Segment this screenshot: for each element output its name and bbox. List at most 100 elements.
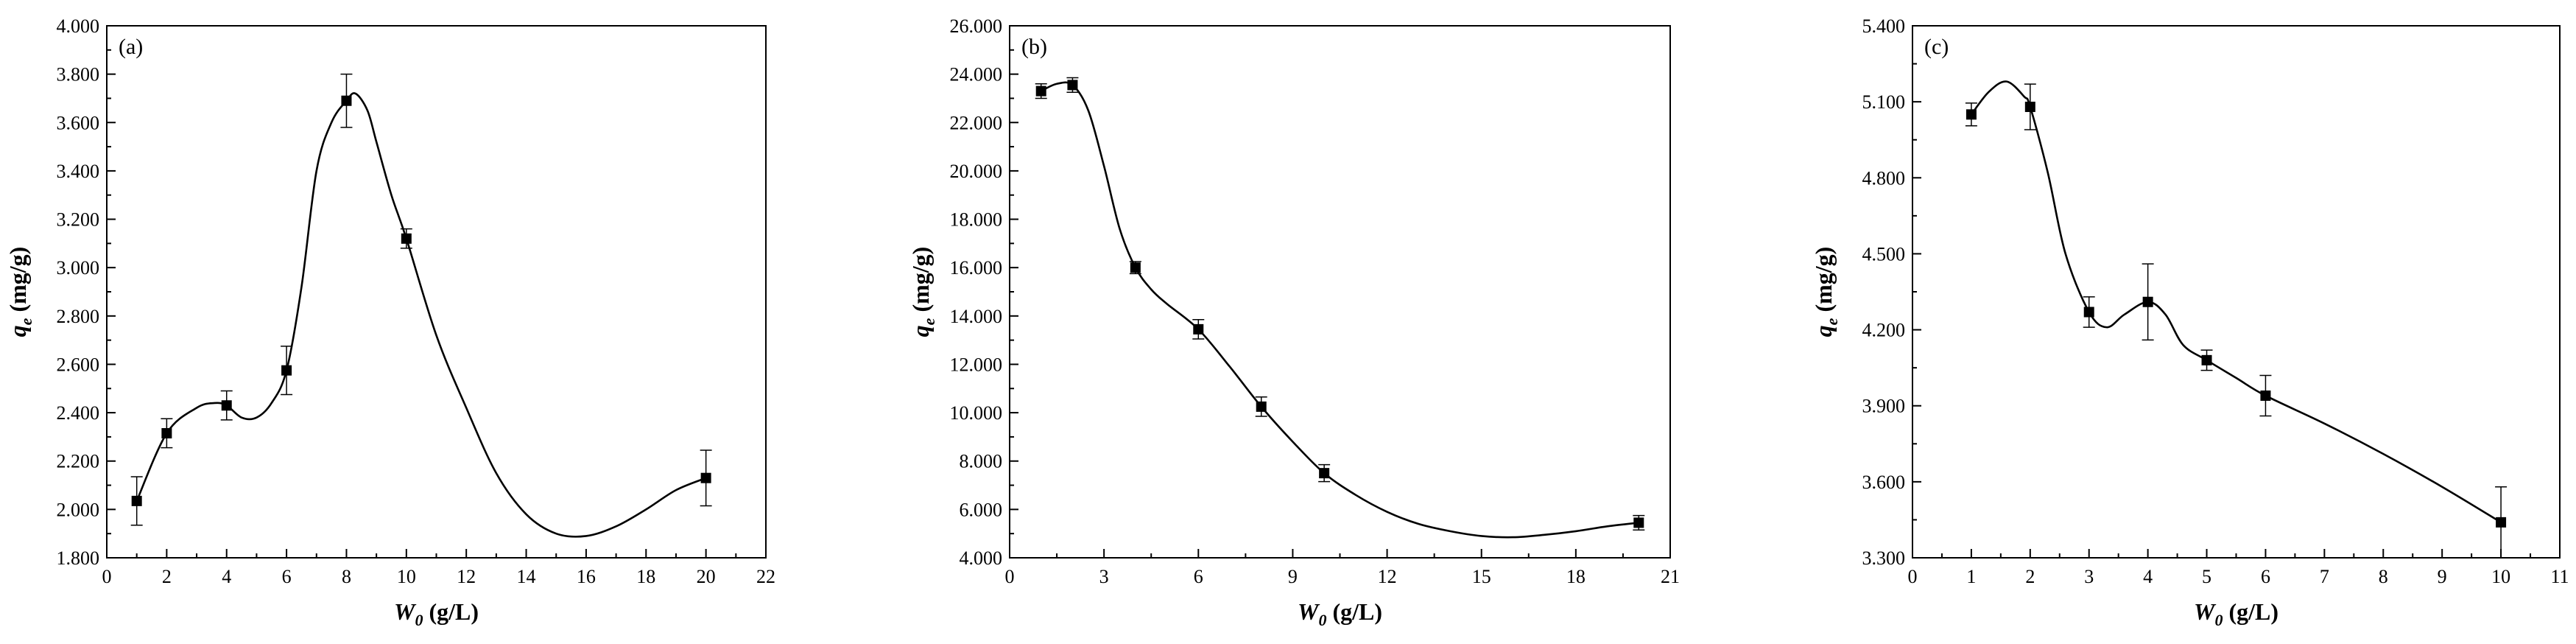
data-point xyxy=(1130,262,1141,273)
x-tick-label: 0 xyxy=(1005,566,1015,587)
y-tick-label: 26.000 xyxy=(950,15,1003,37)
y-tick-label: 6.000 xyxy=(960,499,1003,520)
plot-frame xyxy=(1912,25,2561,559)
x-tick-label: 6 xyxy=(2261,566,2270,587)
x-tick-label: 1 xyxy=(1966,566,1976,587)
y-tick-label: 3.900 xyxy=(1862,396,1906,417)
y-tick-label: 10.000 xyxy=(950,402,1003,424)
y-tick-label: 4.200 xyxy=(1862,320,1906,341)
data-point xyxy=(131,495,142,506)
x-tick-label: 10 xyxy=(397,566,416,587)
data-point xyxy=(2024,102,2035,113)
y-tick-label: 24.000 xyxy=(950,64,1003,85)
y-tick-label: 1.800 xyxy=(57,547,100,569)
y-tick-label: 4.800 xyxy=(1862,167,1906,189)
fit-curve xyxy=(1970,80,2502,523)
x-tick-label: 0 xyxy=(1908,566,1918,587)
data-point xyxy=(1633,517,1644,528)
x-tick-label: 4 xyxy=(222,566,231,587)
x-tick-label: 3 xyxy=(1099,566,1109,587)
x-tick-label: 21 xyxy=(1661,566,1680,587)
data-point xyxy=(1319,468,1330,479)
x-tick-label: 18 xyxy=(1566,566,1586,587)
panel-label: (c) xyxy=(1924,35,1949,59)
y-tick-label: 2.200 xyxy=(57,451,100,472)
x-tick-label: 15 xyxy=(1472,566,1491,587)
x-tick-label: 2 xyxy=(162,566,172,587)
fit-curve xyxy=(1041,81,1639,539)
x-tick-label: 8 xyxy=(342,566,351,587)
y-tick-label: 4.500 xyxy=(1862,243,1906,265)
y-tick-label: 16.000 xyxy=(950,257,1003,279)
data-point xyxy=(1193,323,1204,335)
fit-curve xyxy=(136,92,707,538)
data-point xyxy=(221,400,232,411)
data-point xyxy=(2260,390,2271,401)
panel-c: 0 1 2 3 4 5 6 7 8 9 10 11 3.300 3.600 3.900 4.200 4.500 4… xyxy=(1810,15,2569,629)
y-tick-label: 5.100 xyxy=(1862,91,1906,113)
y-tick-label: 3.600 xyxy=(1862,472,1906,493)
plot-frame xyxy=(1009,25,1671,559)
y-tick-label: 2.400 xyxy=(57,402,100,424)
data-point xyxy=(401,233,412,244)
plot-frame xyxy=(106,25,767,559)
x-tick-label: 7 xyxy=(2320,566,2329,587)
y-tick-label: 4.000 xyxy=(960,547,1003,569)
data-point xyxy=(1256,401,1267,412)
panel-label: (a) xyxy=(119,35,143,59)
data-point xyxy=(700,472,711,483)
x-tick-label: 5 xyxy=(2202,566,2211,587)
y-tick-label: 20.000 xyxy=(950,161,1003,182)
x-tick-label: 6 xyxy=(282,566,292,587)
x-tick-label: 20 xyxy=(697,566,716,587)
x-tick-label: 4 xyxy=(2143,566,2153,587)
data-point xyxy=(2496,517,2507,528)
x-axis-title: W0 (g/L) xyxy=(1298,598,1382,629)
y-tick-label: 3.600 xyxy=(57,112,100,133)
x-tick-label: 12 xyxy=(457,566,476,587)
y-tick-label: 22.000 xyxy=(950,112,1003,133)
x-tick-label: 10 xyxy=(2491,566,2510,587)
data-point xyxy=(1067,80,1078,91)
y-tick-label: 3.800 xyxy=(57,64,100,85)
y-tick-label: 2.800 xyxy=(57,306,100,327)
x-tick-label: 2 xyxy=(2025,566,2035,587)
x-tick-label: 11 xyxy=(2550,566,2569,587)
y-tick-label: 14.000 xyxy=(950,306,1003,327)
x-tick-label: 9 xyxy=(1288,566,1298,587)
y-tick-label: 2.000 xyxy=(57,499,100,520)
x-axis-title: W0 (g/L) xyxy=(2194,598,2278,629)
y-tick-label: 3.200 xyxy=(57,209,100,231)
x-tick-label: 16 xyxy=(577,566,596,587)
y-tick-label: 4.000 xyxy=(57,15,100,37)
panel-b: 0 3 6 9 12 15 18 21 4.000 6.000 8.000 10.000 12.000 1… xyxy=(907,15,1680,629)
x-tick-label: 14 xyxy=(517,566,536,587)
x-tick-label: 8 xyxy=(2379,566,2388,587)
data-point xyxy=(1035,85,1046,97)
y-axis-title: qe (mg/g) xyxy=(1810,247,1841,337)
x-axis-title: W0 (g/L) xyxy=(394,598,479,629)
data-point xyxy=(2201,354,2212,365)
data-point xyxy=(2142,296,2153,307)
x-tick-label: 18 xyxy=(636,566,655,587)
y-tick-label: 18.000 xyxy=(950,209,1003,231)
y-axis-title: qe (mg/g) xyxy=(907,247,938,337)
data-point xyxy=(1966,109,1977,120)
x-tick-label: 6 xyxy=(1194,566,1203,587)
data-point xyxy=(161,427,172,438)
panel-a: 0 2 4 6 8 10 12 14 16 18 20 22 1.800 2.000 2.200 2.400 2… xyxy=(4,15,775,629)
x-tick-label: 12 xyxy=(1378,566,1397,587)
x-tick-label: 0 xyxy=(102,566,112,587)
data-point xyxy=(281,365,292,376)
panel-label: (b) xyxy=(1021,35,1047,59)
y-tick-label: 3.300 xyxy=(1862,547,1906,569)
x-tick-label: 9 xyxy=(2438,566,2447,587)
y-tick-label: 3.400 xyxy=(57,161,100,182)
y-tick-label: 8.000 xyxy=(960,451,1003,472)
data-point xyxy=(2083,307,2094,318)
y-tick-label: 12.000 xyxy=(950,354,1003,375)
y-axis-title: qe (mg/g) xyxy=(4,247,35,337)
y-tick-label: 5.400 xyxy=(1862,15,1906,37)
y-tick-label: 2.600 xyxy=(57,354,100,375)
